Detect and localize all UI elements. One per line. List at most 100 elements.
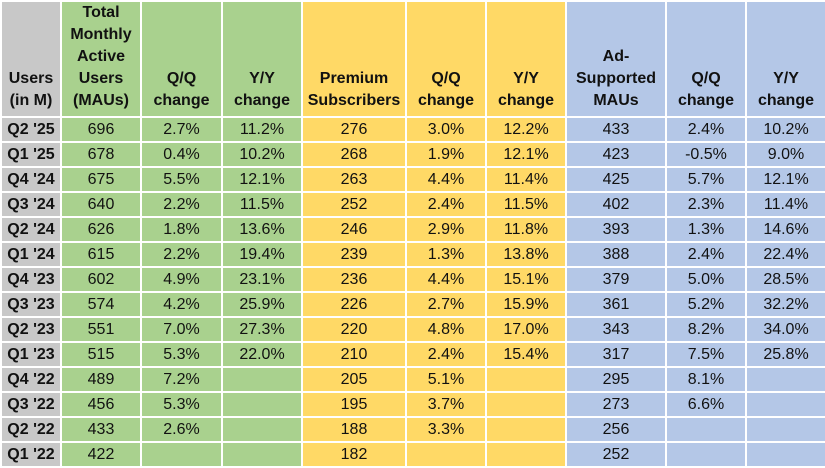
cell-premium-qq: 1.3% bbox=[405, 241, 487, 268]
cell-ad-maus: 343 bbox=[565, 316, 667, 343]
cell-period: Q1 '22 bbox=[0, 441, 62, 468]
cell-total-maus: 433 bbox=[60, 416, 142, 443]
header-ad-yy: Y/Y change bbox=[745, 0, 825, 118]
cell-ad-maus: 402 bbox=[565, 191, 667, 218]
cell-period: Q4 '23 bbox=[0, 266, 62, 293]
cell-total-qq: 1.8% bbox=[140, 216, 223, 243]
cell-premium: 276 bbox=[301, 116, 407, 143]
cell-total-qq bbox=[140, 441, 223, 468]
cell-total-yy bbox=[221, 366, 303, 393]
cell-ad-qq: 8.1% bbox=[665, 366, 747, 393]
cell-total-qq: 2.2% bbox=[140, 241, 223, 268]
cell-total-qq: 4.9% bbox=[140, 266, 223, 293]
table-row: Q2 '25 696 2.7% 11.2% 276 3.0% 12.2% 433 2.4% 10.… bbox=[0, 116, 825, 143]
cell-ad-yy bbox=[745, 416, 825, 443]
cell-premium-yy: 11.5% bbox=[485, 191, 567, 218]
cell-premium-qq: 3.7% bbox=[405, 391, 487, 418]
cell-premium: 263 bbox=[301, 166, 407, 193]
cell-ad-qq: 6.6% bbox=[665, 391, 747, 418]
cell-ad-qq: 2.3% bbox=[665, 191, 747, 218]
cell-total-yy bbox=[221, 441, 303, 468]
cell-total-yy bbox=[221, 416, 303, 443]
cell-premium-yy: 11.4% bbox=[485, 166, 567, 193]
cell-total-yy: 27.3% bbox=[221, 316, 303, 343]
cell-period: Q2 '24 bbox=[0, 216, 62, 243]
cell-total-maus: 489 bbox=[60, 366, 142, 393]
cell-ad-yy bbox=[745, 391, 825, 418]
cell-total-yy: 23.1% bbox=[221, 266, 303, 293]
header-ad-qq: Q/Q change bbox=[665, 0, 747, 118]
table-row: Q3 '23 574 4.2% 25.9% 226 2.7% 15.9% 361 5.2% 32.… bbox=[0, 291, 825, 318]
cell-ad-yy: 32.2% bbox=[745, 291, 825, 318]
cell-ad-maus: 425 bbox=[565, 166, 667, 193]
cell-total-yy: 12.1% bbox=[221, 166, 303, 193]
cell-total-yy: 25.9% bbox=[221, 291, 303, 318]
cell-premium-yy: 15.1% bbox=[485, 266, 567, 293]
cell-period: Q3 '23 bbox=[0, 291, 62, 318]
cell-ad-qq: 7.5% bbox=[665, 341, 747, 368]
cell-premium-yy: 17.0% bbox=[485, 316, 567, 343]
cell-premium-qq: 4.4% bbox=[405, 266, 487, 293]
cell-ad-qq: 8.2% bbox=[665, 316, 747, 343]
cell-total-qq: 5.3% bbox=[140, 341, 223, 368]
cell-total-qq: 5.5% bbox=[140, 166, 223, 193]
cell-ad-maus: 433 bbox=[565, 116, 667, 143]
cell-premium-qq: 3.3% bbox=[405, 416, 487, 443]
cell-ad-maus: 361 bbox=[565, 291, 667, 318]
cell-ad-maus: 295 bbox=[565, 366, 667, 393]
cell-total-yy bbox=[221, 391, 303, 418]
cell-ad-qq bbox=[665, 416, 747, 443]
cell-premium-yy: 15.9% bbox=[485, 291, 567, 318]
header-row: Users (in M) Total Monthly Active Users … bbox=[0, 0, 825, 118]
table-row: Q2 '24 626 1.8% 13.6% 246 2.9% 11.8% 393 1.3% 14.… bbox=[0, 216, 825, 243]
cell-ad-qq: 1.3% bbox=[665, 216, 747, 243]
header-total-maus: Total Monthly Active Users (MAUs) bbox=[60, 0, 142, 118]
cell-premium-yy: 11.8% bbox=[485, 216, 567, 243]
cell-ad-yy: 22.4% bbox=[745, 241, 825, 268]
cell-premium: 220 bbox=[301, 316, 407, 343]
cell-total-maus: 678 bbox=[60, 141, 142, 168]
cell-premium: 246 bbox=[301, 216, 407, 243]
cell-period: Q3 '22 bbox=[0, 391, 62, 418]
cell-premium-yy: 13.8% bbox=[485, 241, 567, 268]
header-period: Users (in M) bbox=[0, 0, 62, 118]
cell-ad-qq: -0.5% bbox=[665, 141, 747, 168]
cell-premium-qq: 2.9% bbox=[405, 216, 487, 243]
cell-period: Q2 '25 bbox=[0, 116, 62, 143]
table-row: Q2 '22 433 2.6% 188 3.3% 256 bbox=[0, 416, 825, 443]
cell-premium-qq: 4.4% bbox=[405, 166, 487, 193]
table-row: Q1 '22 422 182 252 bbox=[0, 441, 825, 468]
cell-premium-yy bbox=[485, 416, 567, 443]
cell-total-maus: 626 bbox=[60, 216, 142, 243]
cell-period: Q1 '24 bbox=[0, 241, 62, 268]
cell-premium: 195 bbox=[301, 391, 407, 418]
cell-total-maus: 422 bbox=[60, 441, 142, 468]
cell-premium: 210 bbox=[301, 341, 407, 368]
table-row: Q4 '23 602 4.9% 23.1% 236 4.4% 15.1% 379 5.0% 28.… bbox=[0, 266, 825, 293]
table-row: Q3 '22 456 5.3% 195 3.7% 273 6.6% bbox=[0, 391, 825, 418]
cell-premium: 188 bbox=[301, 416, 407, 443]
cell-total-yy: 19.4% bbox=[221, 241, 303, 268]
table-row: Q2 '23 551 7.0% 27.3% 220 4.8% 17.0% 343 8.2% 34.… bbox=[0, 316, 825, 343]
cell-premium: 182 bbox=[301, 441, 407, 468]
cell-premium-qq bbox=[405, 441, 487, 468]
cell-total-qq: 7.0% bbox=[140, 316, 223, 343]
cell-premium-qq: 2.7% bbox=[405, 291, 487, 318]
cell-ad-maus: 256 bbox=[565, 416, 667, 443]
cell-total-maus: 696 bbox=[60, 116, 142, 143]
cell-total-maus: 640 bbox=[60, 191, 142, 218]
cell-premium-yy bbox=[485, 441, 567, 468]
cell-total-qq: 2.2% bbox=[140, 191, 223, 218]
header-ad-maus: Ad-Supported MAUs bbox=[565, 0, 667, 118]
cell-premium: 205 bbox=[301, 366, 407, 393]
cell-premium-qq: 3.0% bbox=[405, 116, 487, 143]
cell-ad-maus: 423 bbox=[565, 141, 667, 168]
cell-period: Q1 '23 bbox=[0, 341, 62, 368]
cell-total-qq: 7.2% bbox=[140, 366, 223, 393]
table-row: Q4 '22 489 7.2% 205 5.1% 295 8.1% bbox=[0, 366, 825, 393]
table-row: Q1 '24 615 2.2% 19.4% 239 1.3% 13.8% 388 2.4% 22.… bbox=[0, 241, 825, 268]
cell-total-qq: 2.6% bbox=[140, 416, 223, 443]
cell-premium: 252 bbox=[301, 191, 407, 218]
cell-ad-qq: 2.4% bbox=[665, 241, 747, 268]
